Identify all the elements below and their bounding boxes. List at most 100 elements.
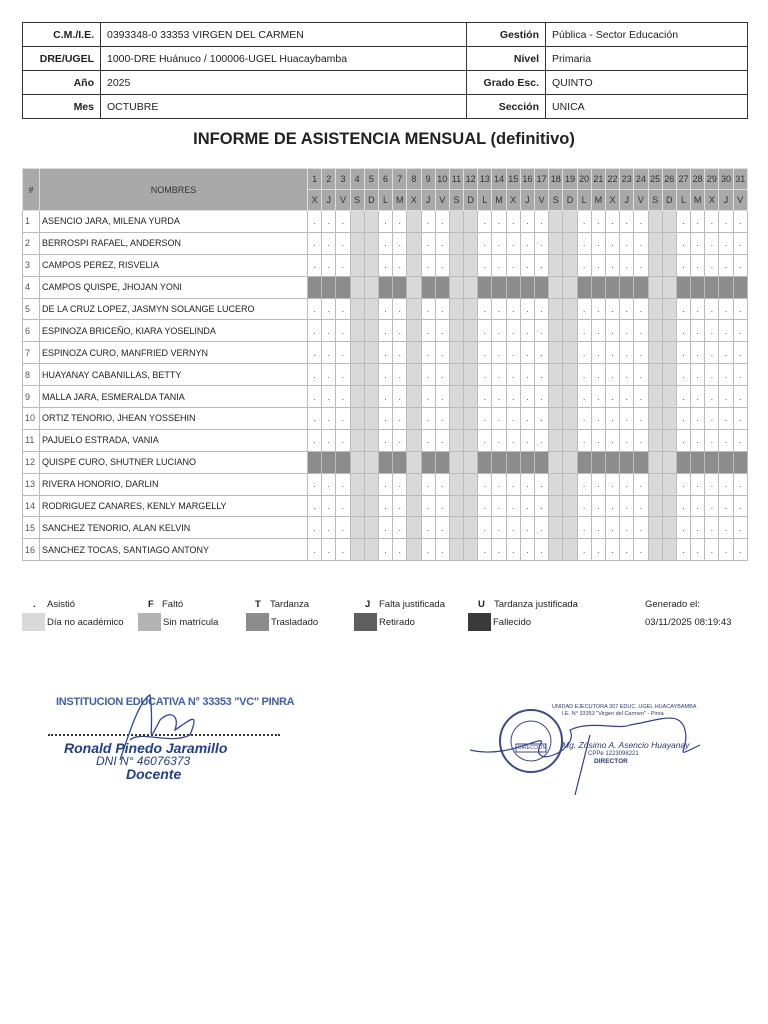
attendance-cell: . (321, 385, 337, 409)
attendance-cell: . (732, 385, 749, 409)
student-row: 1 ASENCIO JARA, MILENA YURDA.............… (22, 210, 749, 233)
attendance-cell (647, 210, 663, 233)
attendance-cell: . (633, 407, 649, 430)
attendance-cell: . (420, 253, 436, 277)
attendance-cell: . (434, 297, 450, 321)
day-number-header: 8 (406, 168, 422, 190)
attendance-cell (647, 275, 663, 299)
attendance-cell: . (732, 494, 749, 518)
attendance-cell: . (704, 472, 720, 496)
attendance-cell: . (321, 407, 337, 430)
attendance-cell (519, 450, 536, 474)
info-label: Año (22, 70, 101, 95)
attendance-cell (406, 428, 422, 452)
attendance-cell: . (675, 407, 692, 430)
attendance-cell: . (633, 231, 649, 255)
attendance-cell (619, 450, 635, 474)
teacher-dni: DNI N° 46076373 (96, 754, 191, 768)
student-row: 5 DE LA CRUZ LOPEZ, JASMYN SOLANGE LUCERO… (22, 297, 749, 321)
attendance-cell (562, 385, 578, 409)
attendance-cell: . (377, 341, 394, 365)
attendance-cell: . (604, 231, 621, 255)
attendance-cell (690, 275, 706, 299)
weekday-header: J (321, 189, 337, 211)
attendance-cell (619, 275, 635, 299)
attendance-cell (406, 210, 422, 233)
weekday-header: L (576, 189, 592, 211)
weekday-header: J (519, 189, 536, 211)
attendance-cell: . (576, 341, 592, 365)
attendance-cell (675, 275, 692, 299)
attendance-cell: . (377, 428, 394, 452)
attendance-cell: . (519, 407, 536, 430)
attendance-cell (406, 450, 422, 474)
attendance-cell (548, 319, 564, 343)
weekday-header: M (690, 189, 706, 211)
student-name: SANCHEZ TOCAS, SANTIAGO ANTONY (39, 538, 308, 562)
attendance-cell: . (619, 210, 635, 233)
attendance-cell: . (519, 319, 536, 343)
attendance-cell: . (533, 494, 550, 518)
attendance-cell: . (690, 210, 706, 233)
student-row: 11 PAJUELO ESTRADA, VANIA................… (22, 428, 749, 452)
attendance-cell: . (675, 297, 692, 321)
attendance-cell: . (477, 210, 493, 233)
attendance-cell: . (434, 516, 450, 540)
student-row: 2 BERROSPI RAFAEL, ANDERSON..............… (22, 231, 749, 255)
attendance-cell: . (718, 428, 734, 452)
info-value: Pública - Sector Educación (545, 22, 748, 47)
attendance-cell: . (604, 319, 621, 343)
attendance-cell: . (576, 253, 592, 277)
attendance-cell: . (477, 363, 493, 387)
student-row: 9 MALLA JARA, ESMERALDA TANIA............… (22, 385, 749, 409)
attendance-cell: . (491, 494, 507, 518)
weekday-header: M (590, 189, 606, 211)
director-signature-scribble (470, 717, 701, 796)
attendance-cell (647, 472, 663, 496)
attendance-cell: . (619, 341, 635, 365)
attendance-cell (463, 210, 479, 233)
student-number: 16 (22, 538, 40, 562)
attendance-cell (647, 297, 663, 321)
day-number-header: 4 (349, 168, 365, 190)
attendance-cell (463, 297, 479, 321)
attendance-cell: . (377, 538, 394, 562)
attendance-cell: . (392, 494, 408, 518)
attendance-cell: . (434, 428, 450, 452)
attendance-cell (633, 450, 649, 474)
attendance-cell (406, 538, 422, 562)
attendance-cell (377, 450, 394, 474)
attendance-cell (661, 363, 677, 387)
attendance-cell: . (576, 538, 592, 562)
attendance-cell: . (732, 472, 749, 496)
attendance-cell: . (718, 494, 734, 518)
student-row: 12 QUISPE CURO, SHUTNER LUCIANO (22, 450, 749, 474)
weekday-header: X (406, 189, 422, 211)
attendance-cell: . (306, 297, 323, 321)
attendance-cell: . (718, 538, 734, 562)
attendance-cell (406, 363, 422, 387)
attendance-cell: . (718, 363, 734, 387)
attendance-cell (661, 494, 677, 518)
weekday-header: D (562, 189, 578, 211)
student-name: ASENCIO JARA, MILENA YURDA (39, 210, 308, 233)
attendance-cell: . (633, 385, 649, 409)
attendance-cell: . (718, 297, 734, 321)
attendance-cell (661, 319, 677, 343)
attendance-cell: . (633, 538, 649, 562)
attendance-cell: . (604, 341, 621, 365)
attendance-cell (562, 297, 578, 321)
attendance-cell: . (590, 231, 606, 255)
day-number-header: 29 (704, 168, 720, 190)
student-row: 7 ESPINOZA CURO, MANFRIED VERNYN.........… (22, 341, 749, 365)
day-number-header: 25 (647, 168, 663, 190)
attendance-cell: . (321, 428, 337, 452)
weekday-header: V (633, 189, 649, 211)
attendance-cell: . (392, 341, 408, 365)
attendance-cell (463, 472, 479, 496)
attendance-cell: . (732, 210, 749, 233)
weekday-header: X (505, 189, 521, 211)
attendance-cell: . (491, 363, 507, 387)
attendance-cell (463, 494, 479, 518)
day-number-header: 3 (335, 168, 351, 190)
